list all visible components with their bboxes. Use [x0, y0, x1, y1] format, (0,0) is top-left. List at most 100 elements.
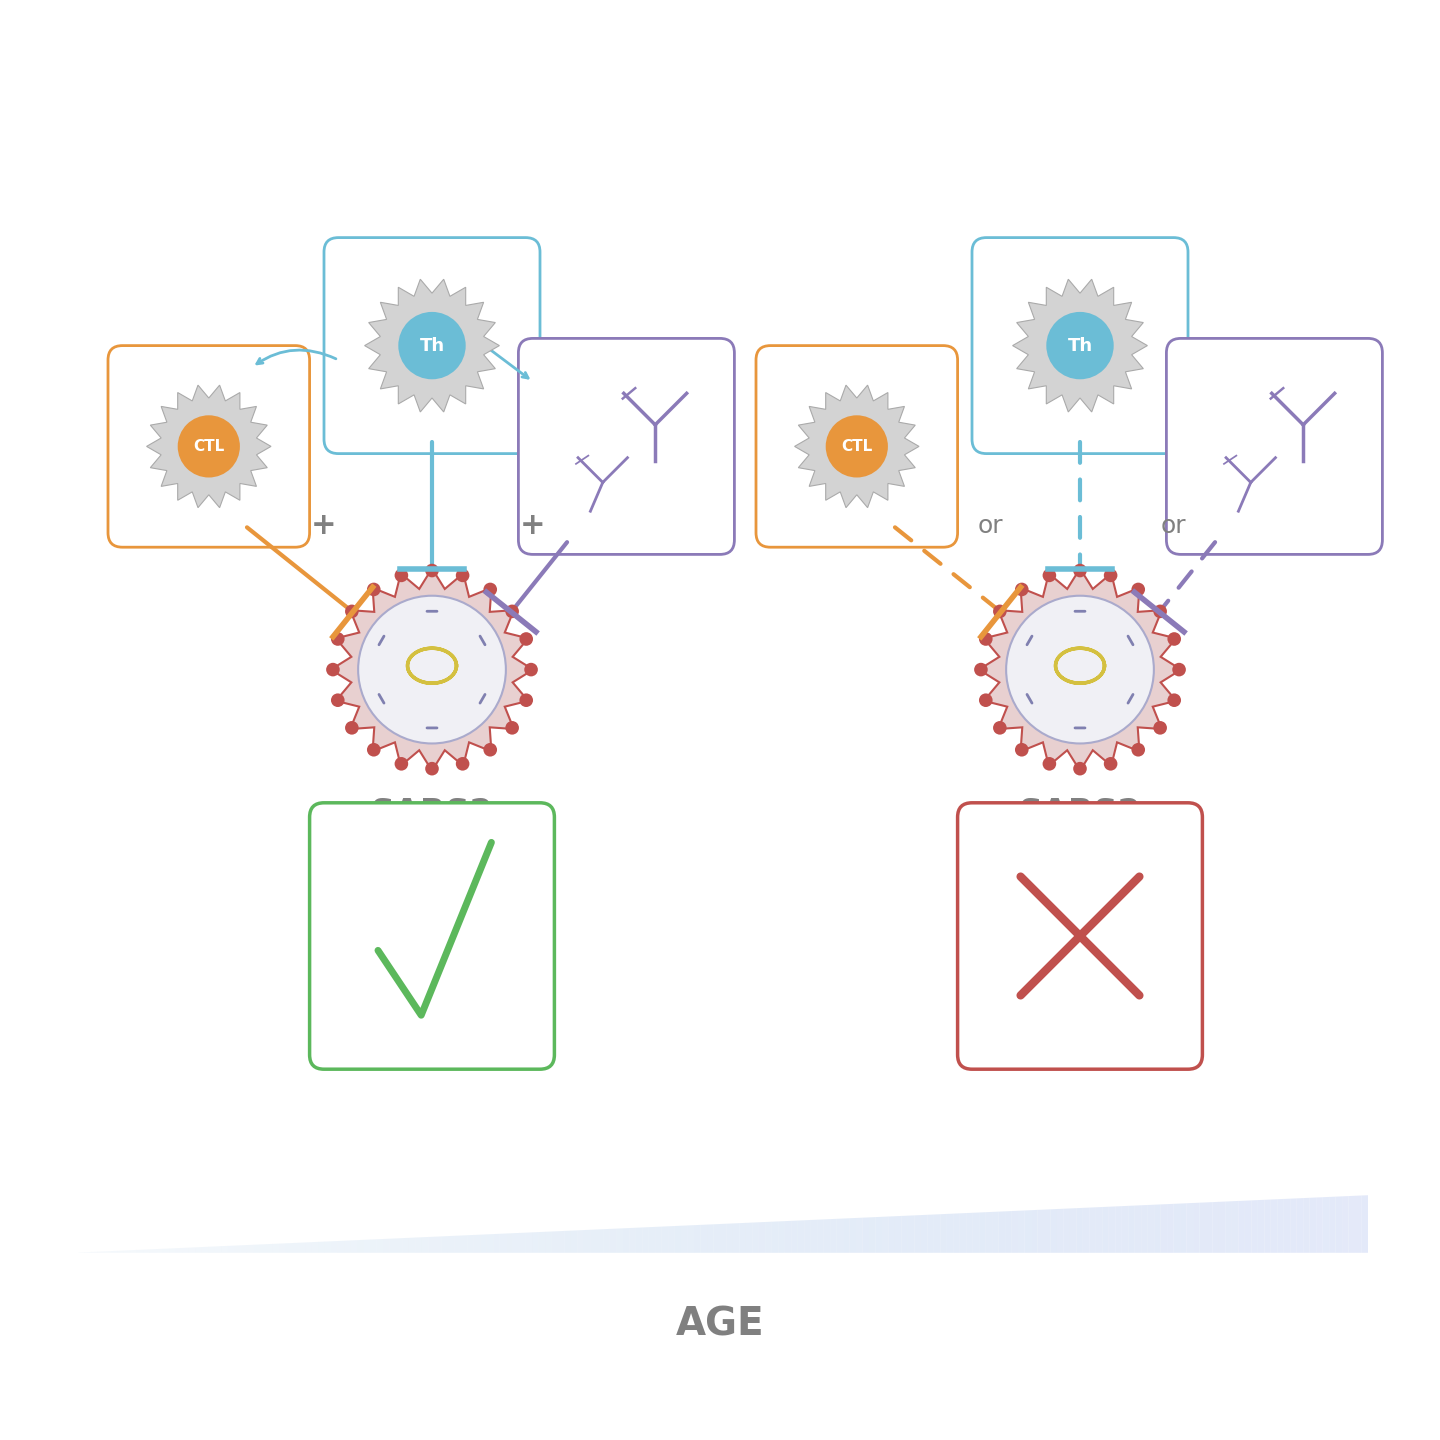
Polygon shape	[1148, 1205, 1153, 1253]
Polygon shape	[635, 1227, 642, 1253]
Circle shape	[1007, 596, 1153, 743]
Polygon shape	[266, 1244, 274, 1253]
Polygon shape	[300, 1243, 305, 1253]
Polygon shape	[111, 1251, 118, 1253]
Polygon shape	[979, 1212, 985, 1253]
Circle shape	[346, 721, 359, 734]
Polygon shape	[940, 1214, 946, 1253]
Polygon shape	[985, 1212, 992, 1253]
Polygon shape	[733, 1223, 739, 1253]
Polygon shape	[248, 1244, 253, 1253]
Circle shape	[399, 312, 465, 379]
Polygon shape	[1329, 1197, 1335, 1253]
Polygon shape	[648, 1227, 655, 1253]
Circle shape	[325, 662, 340, 677]
Polygon shape	[467, 1236, 474, 1253]
Polygon shape	[507, 1233, 513, 1253]
Polygon shape	[351, 1240, 357, 1253]
Circle shape	[346, 605, 359, 618]
FancyArrowPatch shape	[480, 636, 485, 645]
Polygon shape	[1005, 1211, 1011, 1253]
Polygon shape	[759, 1223, 765, 1253]
Circle shape	[456, 569, 469, 582]
Polygon shape	[157, 1248, 163, 1253]
Circle shape	[395, 757, 408, 770]
Polygon shape	[888, 1217, 894, 1253]
Polygon shape	[953, 1214, 959, 1253]
Polygon shape	[500, 1234, 507, 1253]
Polygon shape	[544, 1231, 552, 1253]
Circle shape	[520, 632, 533, 645]
Polygon shape	[642, 1227, 648, 1253]
Polygon shape	[700, 1224, 707, 1253]
FancyArrowPatch shape	[1027, 694, 1032, 703]
Circle shape	[456, 757, 469, 770]
Circle shape	[1168, 694, 1181, 707]
Polygon shape	[344, 1240, 351, 1253]
FancyArrowPatch shape	[379, 694, 384, 703]
Polygon shape	[804, 1220, 811, 1253]
Polygon shape	[894, 1215, 901, 1253]
Polygon shape	[616, 1228, 622, 1253]
Polygon shape	[907, 1215, 914, 1253]
Polygon shape	[1348, 1195, 1355, 1253]
Polygon shape	[131, 1250, 137, 1253]
Polygon shape	[927, 1214, 933, 1253]
Polygon shape	[526, 1233, 531, 1253]
Polygon shape	[1018, 1211, 1025, 1253]
Polygon shape	[1290, 1198, 1296, 1253]
Polygon shape	[795, 384, 919, 508]
Polygon shape	[1122, 1205, 1128, 1253]
Polygon shape	[518, 1233, 526, 1253]
Polygon shape	[914, 1215, 920, 1253]
Polygon shape	[1251, 1200, 1257, 1253]
Polygon shape	[1076, 1208, 1083, 1253]
Polygon shape	[992, 1211, 998, 1253]
Polygon shape	[1244, 1201, 1251, 1253]
Polygon shape	[720, 1224, 726, 1253]
Circle shape	[1015, 743, 1028, 756]
Polygon shape	[176, 1248, 183, 1253]
Polygon shape	[396, 1238, 403, 1253]
FancyArrowPatch shape	[480, 694, 485, 703]
Polygon shape	[933, 1214, 940, 1253]
Polygon shape	[1166, 1204, 1174, 1253]
Polygon shape	[215, 1246, 222, 1253]
Polygon shape	[577, 1230, 583, 1253]
Text: +: +	[520, 511, 546, 540]
Polygon shape	[707, 1224, 713, 1253]
Polygon shape	[1140, 1205, 1148, 1253]
Polygon shape	[274, 1244, 279, 1253]
Polygon shape	[655, 1227, 661, 1253]
Polygon shape	[441, 1236, 448, 1253]
Polygon shape	[228, 1246, 235, 1253]
Polygon shape	[144, 1250, 150, 1253]
Polygon shape	[824, 1220, 829, 1253]
Text: CTL: CTL	[841, 439, 873, 454]
Circle shape	[1043, 757, 1056, 770]
Circle shape	[1172, 662, 1187, 677]
Circle shape	[367, 583, 380, 596]
Text: CTL: CTL	[193, 439, 225, 454]
Polygon shape	[855, 1218, 863, 1253]
Text: or: or	[1161, 514, 1187, 537]
Polygon shape	[798, 1220, 804, 1253]
Polygon shape	[539, 1231, 544, 1253]
Polygon shape	[1238, 1201, 1244, 1253]
Polygon shape	[901, 1215, 907, 1253]
Polygon shape	[837, 1218, 842, 1253]
Polygon shape	[778, 1221, 785, 1253]
Polygon shape	[739, 1223, 746, 1253]
Polygon shape	[881, 1217, 888, 1253]
Circle shape	[994, 605, 1007, 618]
Polygon shape	[920, 1215, 927, 1253]
Polygon shape	[170, 1248, 176, 1253]
Polygon shape	[668, 1225, 674, 1253]
Polygon shape	[1128, 1205, 1135, 1253]
Circle shape	[331, 694, 344, 707]
Polygon shape	[596, 1230, 603, 1253]
Polygon shape	[1012, 279, 1148, 412]
Polygon shape	[868, 1217, 876, 1253]
Polygon shape	[409, 1237, 416, 1253]
Polygon shape	[1174, 1204, 1181, 1253]
